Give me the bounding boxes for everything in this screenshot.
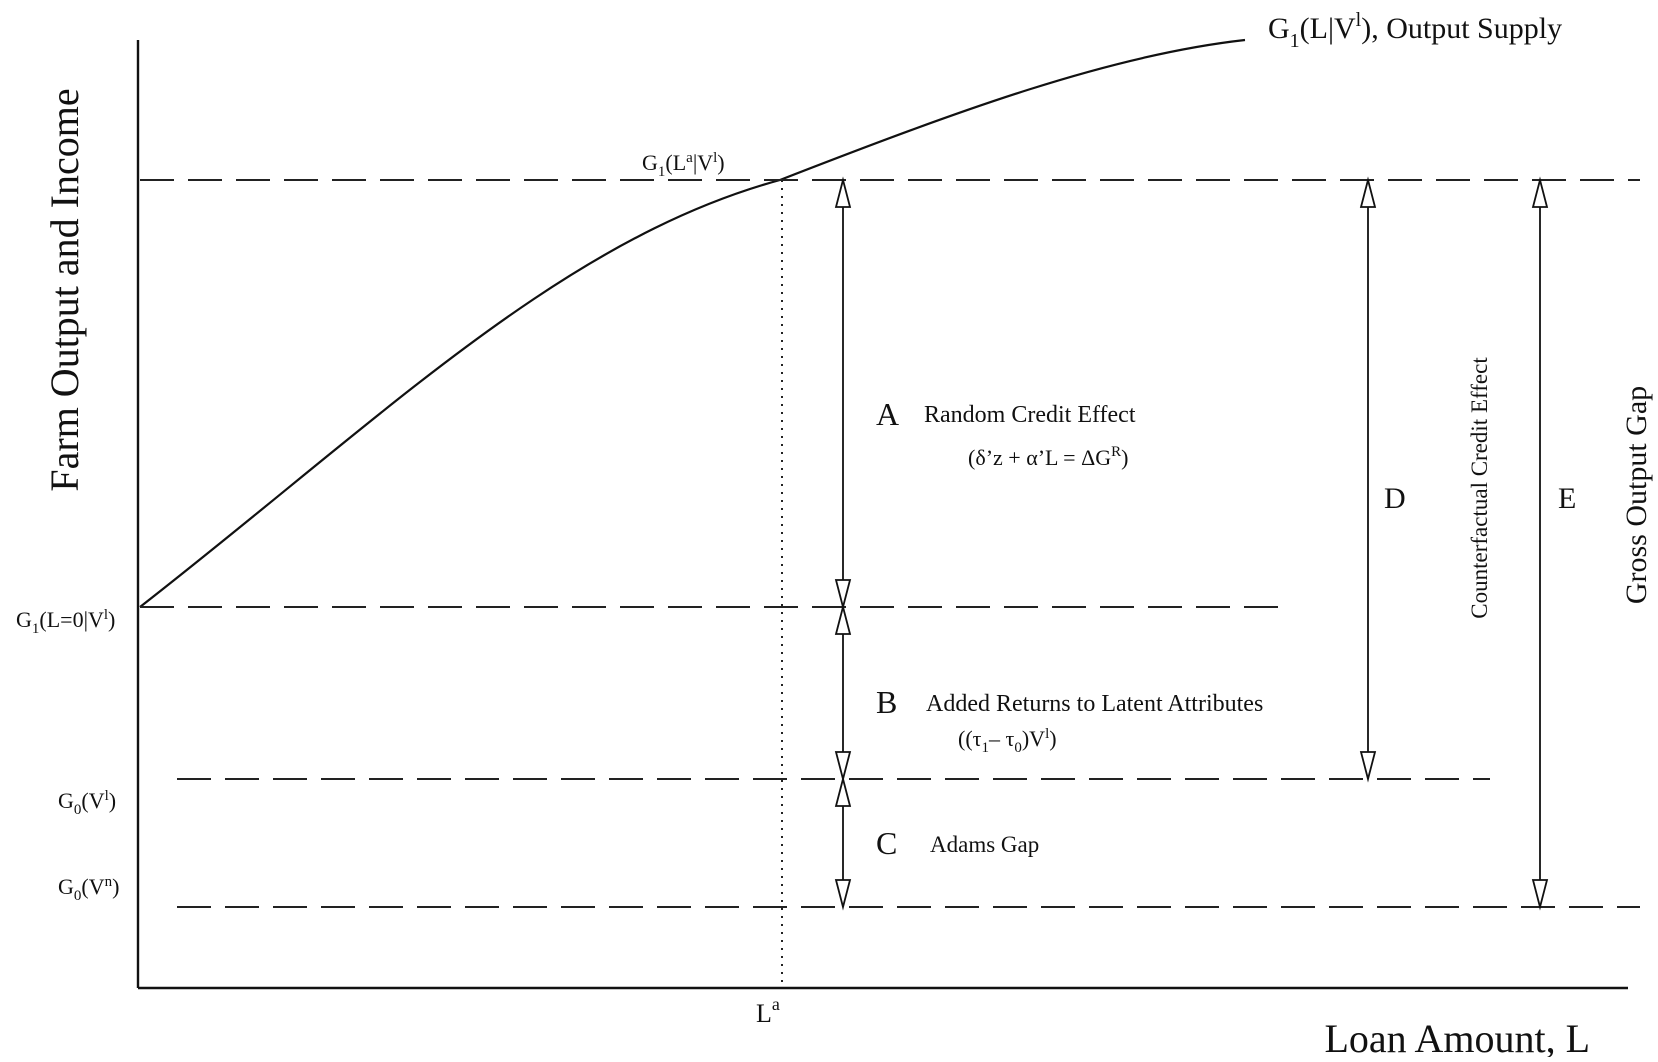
segment-a-title: Random Credit Effect	[924, 402, 1136, 428]
point-label-g1-la: G1(La|Vl)	[642, 150, 725, 180]
y-label-g0-vn: G0(Vn)	[58, 874, 119, 904]
segment-c-title: Adams Gap	[930, 832, 1039, 857]
segment-e-letter: E	[1558, 482, 1576, 515]
segment-c-letter: C	[876, 825, 897, 861]
segment-e-title: Gross Output Gap	[1620, 386, 1653, 604]
x-tick-la: La	[756, 994, 780, 1028]
curve-label: G1(L|Vl), Output Supply	[1268, 9, 1562, 52]
arrow-b	[834, 603, 852, 783]
segment-a-formula: (δ’z + α’L = ΔGR)	[968, 444, 1128, 470]
arrow-e	[1531, 176, 1549, 911]
segment-d-title: Counterfactual Credit Effect	[1467, 357, 1492, 619]
y-label-g1-l0: G1(L=0|Vl)	[16, 607, 115, 637]
output-supply-curve	[139, 38, 1246, 608]
arrow-d	[1359, 176, 1377, 783]
arrow-a	[834, 176, 852, 611]
x-axis-title: Loan Amount, L	[1324, 1016, 1590, 1057]
arrow-c	[834, 775, 852, 911]
y-label-g0-vl: G0(Vl)	[58, 788, 116, 818]
y-axis-title: Farm Output and Income	[42, 88, 87, 491]
segment-a-letter: A	[876, 396, 899, 432]
segment-b-title: Added Returns to Latent Attributes	[926, 691, 1263, 717]
segment-b-formula: ((τ1– τ0)Vl)	[958, 726, 1057, 756]
segment-d-letter: D	[1384, 482, 1406, 515]
segment-b-letter: B	[876, 684, 897, 720]
